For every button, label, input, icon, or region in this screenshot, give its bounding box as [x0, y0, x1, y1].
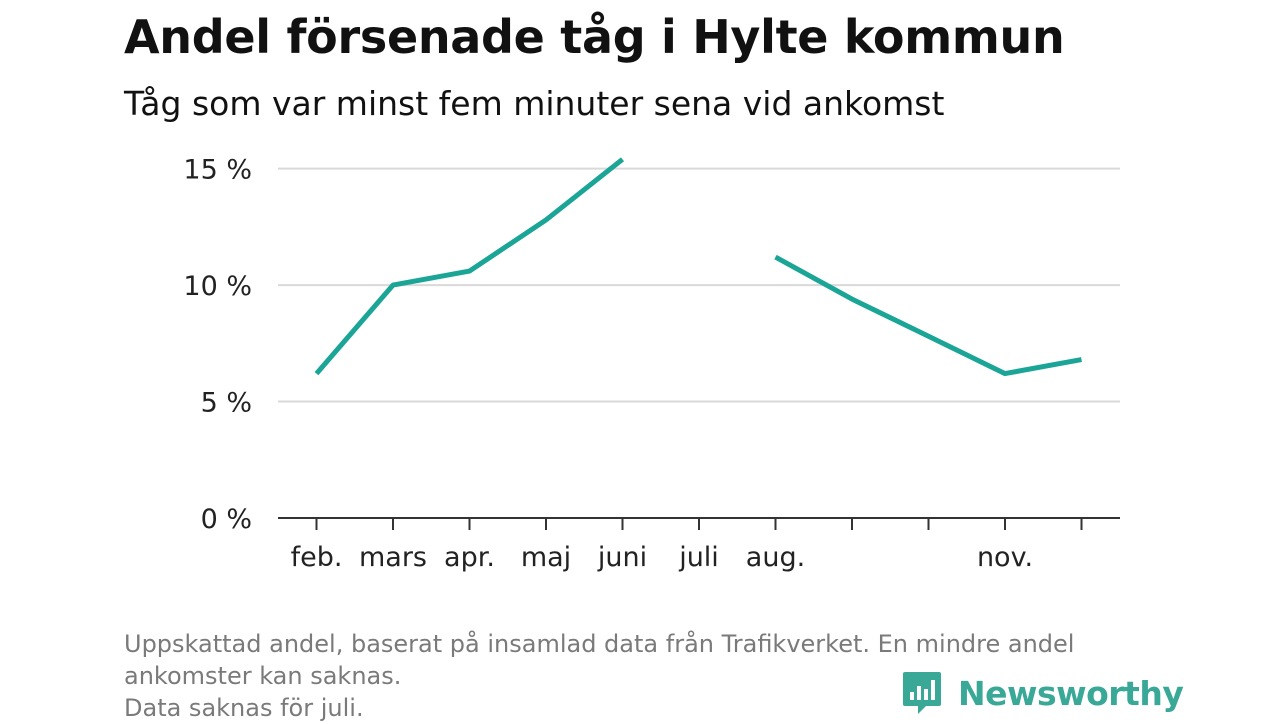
y-tick-label: 5 % — [201, 388, 252, 419]
footnote-line: Uppskattad andel, baserat på insamlad da… — [124, 630, 1075, 658]
newsworthy-logo-icon — [903, 672, 941, 714]
series-lines — [314, 157, 1082, 377]
chart-title: Andel försenade tåg i Hylte kommun — [124, 10, 1065, 64]
brand-logo: Newsworthy — [902, 668, 1184, 718]
grid-lines — [278, 167, 1120, 403]
y-tick-label: 15 % — [183, 155, 252, 186]
x-tick-label: feb. — [291, 542, 343, 573]
chart-subtitle: Tåg som var minst fem minuter sena vid a… — [124, 84, 945, 123]
y-tick-label: 10 % — [183, 271, 252, 302]
x-tick-label: juni — [597, 542, 647, 573]
series-line-segment — [774, 254, 1082, 377]
x-tick-label: maj — [521, 542, 571, 573]
y-tick-label: 0 % — [201, 504, 252, 535]
brand-name: Newsworthy — [958, 673, 1184, 713]
x-tick-label: mars — [359, 542, 427, 573]
x-axis — [278, 517, 1120, 530]
x-tick-label: aug. — [746, 542, 805, 573]
series-line-segment — [314, 157, 625, 376]
x-tick-label: juli — [678, 542, 719, 573]
x-tick-label: nov. — [977, 542, 1033, 573]
line-chart: 0 % 5 % 10 % 15 % feb. mars apr. maj juni juli au… — [183, 155, 1120, 573]
x-tick-label: apr. — [444, 542, 495, 573]
footnote: Uppskattad andel, baserat på insamlad da… — [124, 628, 1164, 724]
footnote-line: ankomster kan saknas. — [124, 662, 402, 690]
x-axis-tick-labels: feb. mars apr. maj juni juli aug. nov. — [291, 542, 1033, 573]
footnote-line: Data saknas för juli. — [124, 694, 364, 722]
y-axis-tick-labels: 0 % 5 % 10 % 15 % — [183, 155, 252, 535]
